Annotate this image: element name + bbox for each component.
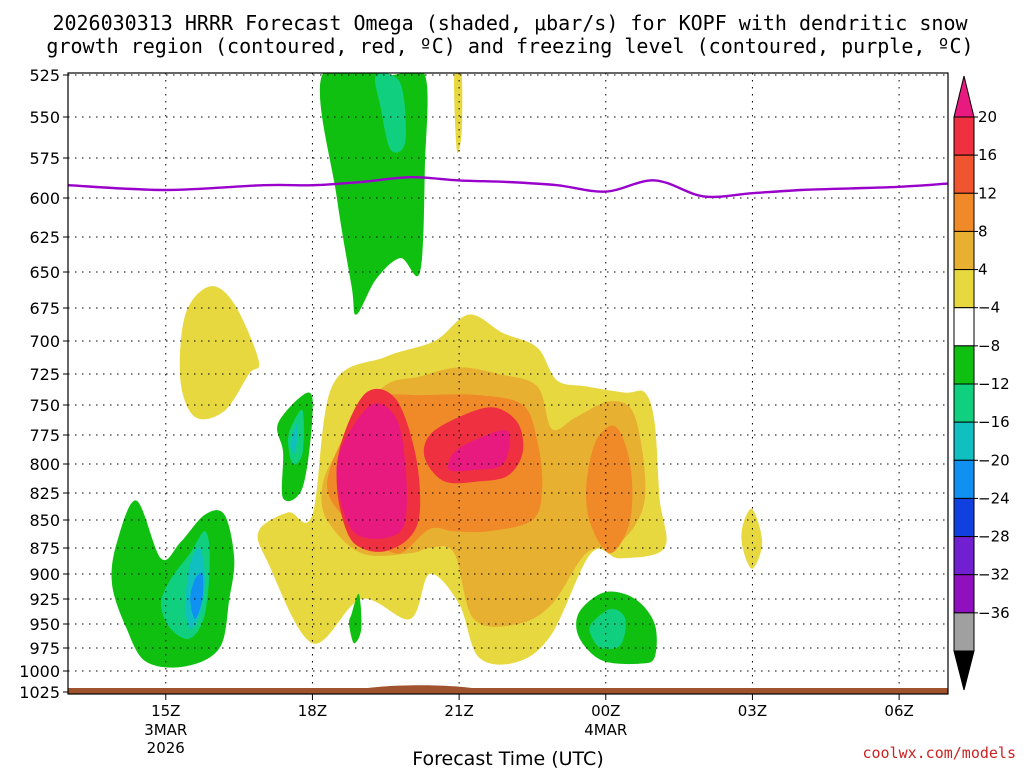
omega-region-16	[375, 73, 406, 153]
colorbar-segment-8	[953, 421, 975, 461]
colorbar-label-9: −20	[978, 451, 1010, 469]
x-tick-label-21Z: 21Z	[444, 702, 473, 720]
terrain-strip	[68, 688, 948, 694]
colorbar-label-7: −12	[978, 375, 1010, 393]
colorbar-segment-7	[953, 383, 975, 423]
omega-region-6	[586, 425, 633, 554]
colorbar-segment-4	[953, 269, 975, 309]
y-tick-label-550: 550	[29, 108, 60, 127]
colorbar-segment-13	[953, 612, 975, 652]
colorbar-segment-12	[953, 574, 975, 614]
omega-region-19	[589, 608, 626, 650]
colorbar-bottom-triangle	[953, 650, 975, 691]
y-tick-label-675: 675	[29, 299, 60, 318]
omega-region-3	[741, 508, 763, 569]
y-tick-label-975: 975	[29, 639, 60, 658]
colorbar-label-5: −4	[978, 299, 1000, 317]
freezing-level-layer	[68, 175, 948, 199]
omega-region-10	[448, 430, 510, 472]
y-tick-label-800: 800	[29, 455, 60, 474]
omega-region-2	[454, 73, 463, 154]
colorbar-segment-10	[953, 497, 975, 538]
x-tick-date-15Z: 3MAR	[144, 721, 187, 739]
x-axis-title: Forecast Time (UTC)	[412, 748, 603, 768]
y-tick-label-775: 775	[29, 426, 60, 445]
x-tick-year-15Z: 2026	[147, 739, 185, 757]
omega-region-9	[336, 403, 407, 539]
y-tick-label-750: 750	[29, 396, 60, 415]
x-tick-label-00Z: 00Z	[591, 702, 620, 720]
terrain-bump	[361, 685, 479, 689]
y-tick-label-1025: 1025	[19, 683, 60, 702]
colorbar-segment-1	[953, 154, 975, 194]
x-tick-label-18Z: 18Z	[298, 702, 327, 720]
colorbar-segment-11	[953, 536, 975, 576]
y-tick-label-950: 950	[29, 615, 60, 634]
y-tick-label-525: 525	[29, 66, 60, 85]
colorbar-label-12: −32	[978, 566, 1010, 584]
colorbar-label-10: −24	[978, 489, 1010, 507]
x-tick-date-00Z: 4MAR	[584, 721, 627, 739]
y-axis: 525 550 575 600 625 650 675 700 725 750 775 800 825 8…	[19, 66, 68, 702]
y-tick-label-875: 875	[29, 539, 60, 558]
colorbar-label-0: 20	[978, 108, 997, 126]
omega-shading-layer	[111, 73, 763, 668]
omega-region-21	[290, 422, 298, 454]
colorbar-label-11: −28	[978, 528, 1010, 546]
colorbar-segment-2	[953, 192, 975, 232]
terrain-layer	[68, 685, 948, 694]
y-tick-label-575: 575	[29, 149, 60, 168]
y-tick-label-725: 725	[29, 365, 60, 384]
colorbar-segment-9	[953, 459, 975, 499]
colorbar-top-triangle	[953, 75, 975, 118]
y-tick-label-1000: 1000	[19, 662, 60, 681]
colorbar-segment-6	[953, 345, 975, 385]
omega-region-14	[349, 593, 362, 644]
chart-title-line1: 2026030313 HRRR Forecast Omega (shaded, …	[52, 11, 968, 35]
x-tick-label-03Z: 03Z	[738, 702, 767, 720]
colorbar-label-8: −16	[978, 413, 1010, 431]
y-tick-label-600: 600	[29, 189, 60, 208]
colorbar-label-13: −36	[978, 604, 1010, 622]
y-tick-label-650: 650	[29, 263, 60, 282]
colorbar-label-1: 16	[978, 146, 997, 164]
colorbar-segment-3	[953, 230, 975, 271]
y-tick-label-700: 700	[29, 332, 60, 351]
y-tick-label-825: 825	[29, 484, 60, 503]
y-tick-label-625: 625	[29, 228, 60, 247]
colorbar-label-3: 8	[978, 222, 988, 240]
plot-frame	[67, 72, 949, 695]
y-tick-label-925: 925	[29, 590, 60, 609]
freezing-level-line	[68, 175, 948, 199]
colorbar-label-4: 4	[978, 261, 988, 279]
colorbar-segment-0	[953, 116, 975, 156]
omega-region-1	[179, 286, 260, 420]
omega-region-22	[190, 572, 204, 619]
y-tick-label-850: 850	[29, 511, 60, 530]
y-tick-label-900: 900	[29, 565, 60, 584]
colorbar: 20 16 12 8 4 −4 −8 −12 −16 −20 −24 −28 −32 −36	[953, 75, 1010, 691]
colorbar-label-6: −8	[978, 337, 1000, 355]
colorbar-segment-5	[953, 307, 975, 347]
x-tick-label-15Z: 15Z	[151, 702, 180, 720]
colorbar-label-2: 12	[978, 184, 997, 202]
chart-title-line2: growth region (contoured, red, ºC) and f…	[46, 34, 973, 58]
x-tick-label-06Z: 06Z	[884, 702, 913, 720]
credit-text[interactable]: coolwx.com/models	[862, 744, 1016, 762]
